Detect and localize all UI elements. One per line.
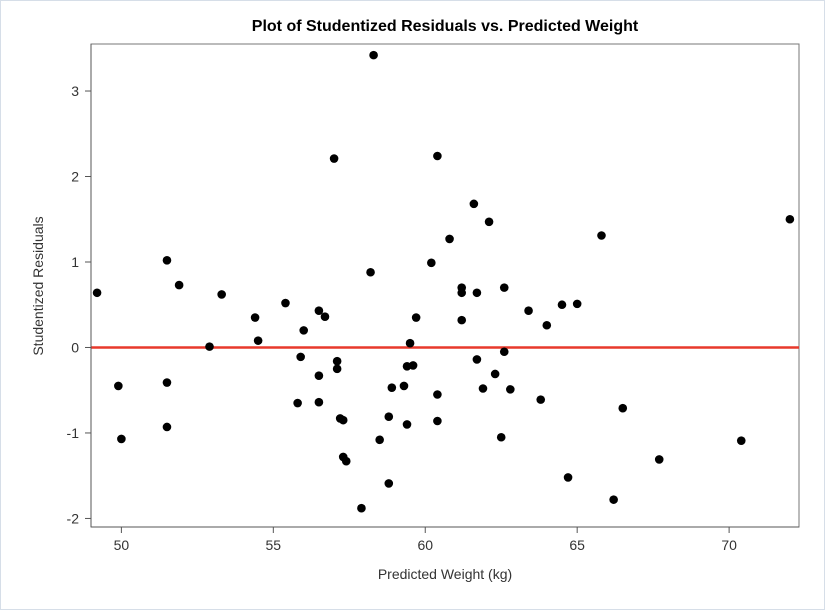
data-point [387, 383, 397, 392]
data-point [281, 298, 290, 308]
data-point [293, 398, 302, 408]
data-point [654, 455, 664, 464]
data-point [557, 300, 567, 310]
data-point [162, 255, 172, 265]
data-point [357, 503, 366, 513]
y-tick-label: 2 [71, 169, 79, 185]
data-point [433, 416, 442, 426]
x-tick-label: 60 [417, 537, 433, 553]
data-point [341, 456, 351, 466]
x-tick-label: 65 [569, 537, 585, 553]
data-point [618, 403, 628, 413]
data-point [457, 315, 467, 325]
y-tick-label: -1 [67, 425, 80, 441]
data-point [490, 369, 500, 379]
data-point [542, 320, 552, 330]
data-point [785, 214, 795, 224]
data-point [445, 234, 454, 244]
data-point [433, 390, 442, 399]
data-point [375, 435, 384, 445]
x-tick-label: 70 [721, 537, 737, 553]
data-point [114, 381, 123, 391]
data-point [92, 288, 102, 298]
data-point [384, 412, 394, 422]
data-point [408, 361, 418, 370]
chart-title: Plot of Studentized Residuals vs. Predic… [252, 18, 639, 35]
y-tick-label: 1 [71, 254, 79, 270]
data-point [472, 288, 482, 298]
data-point [405, 338, 415, 348]
data-point [469, 199, 479, 209]
data-point [536, 395, 546, 404]
plot-area [90, 43, 800, 528]
data-point [366, 267, 375, 277]
data-point [597, 231, 606, 240]
data-point [384, 479, 394, 488]
data-point [332, 356, 342, 366]
data-point [314, 306, 324, 316]
y-tick-label: 3 [71, 83, 79, 99]
x-axis: 50 55 60 65 70 [91, 526, 799, 553]
data-point [496, 432, 506, 442]
data-point [484, 217, 494, 227]
x-axis-label: Predicted Weight (kg) [378, 566, 512, 582]
data-point [402, 420, 412, 429]
data-point [253, 336, 263, 345]
x-tick-label: 55 [266, 537, 282, 553]
data-point [411, 313, 421, 322]
data-point [457, 288, 467, 298]
data-point [338, 415, 348, 425]
data-point [399, 381, 409, 391]
data-point [563, 473, 573, 482]
data-point [499, 347, 509, 357]
data-point [314, 371, 324, 380]
data-point [314, 397, 324, 407]
data-point [117, 434, 126, 444]
y-axis-label: Studentized Residuals [30, 216, 46, 355]
y-tick-label: -2 [67, 510, 80, 526]
data-point [332, 364, 342, 374]
data-point [162, 422, 172, 432]
data-point [296, 352, 305, 362]
data-point [609, 495, 618, 504]
data-point [427, 258, 436, 268]
data-point [572, 299, 582, 309]
data-point [205, 342, 214, 351]
y-tick-label: 0 [71, 339, 79, 355]
data-point [524, 306, 533, 316]
data-point [250, 313, 260, 322]
data-point [162, 378, 172, 387]
data-point [299, 326, 309, 335]
data-point [217, 290, 226, 299]
data-point [499, 283, 509, 292]
data-point [329, 154, 339, 163]
data-point [736, 436, 746, 445]
data-point [506, 385, 515, 394]
data-point [320, 312, 330, 322]
data-point [433, 151, 442, 161]
data-point [472, 355, 482, 364]
data-point [174, 280, 184, 290]
x-tick-label: 50 [114, 537, 130, 553]
data-point [478, 384, 488, 393]
y-axis: -2 -1 0 1 2 3 [67, 44, 92, 527]
data-point [369, 50, 378, 60]
